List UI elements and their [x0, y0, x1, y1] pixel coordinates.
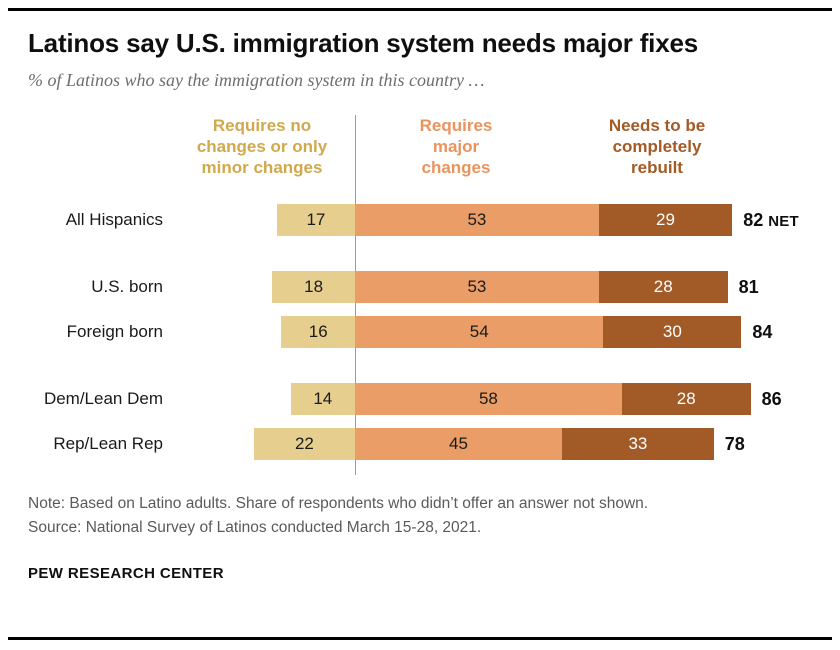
segment-value: 28	[676, 389, 696, 408]
row-label: U.S. born	[91, 277, 163, 296]
chart-subtitle: % of Latinos who say the immigration sys…	[28, 70, 485, 90]
row-label: Dem/Lean Dem	[43, 389, 163, 408]
segment-major-changes: 58	[355, 383, 622, 415]
page-content: Latinos say U.S. immigration system need…	[0, 28, 840, 582]
segment-value: 45	[449, 434, 468, 453]
left-segment-zone: 17	[163, 204, 355, 236]
bar-row: U.S. born 18 53 28 81	[28, 271, 812, 303]
legend-label-no-changes: Requires no changes or only minor change…	[196, 116, 328, 177]
segment-rebuilt: 29	[598, 204, 733, 236]
segment-no-changes: 18	[272, 271, 355, 303]
left-segment-zone: 22	[163, 428, 355, 460]
segment-value: 16	[308, 322, 328, 341]
top-rule	[8, 8, 832, 11]
bar-row: Foreign born 16 54 30 84	[28, 316, 812, 348]
left-segment-zone: 14	[163, 383, 355, 415]
legend-label-major-changes: Requires major changes	[419, 116, 493, 177]
segment-major-changes: 54	[355, 316, 604, 348]
stacked-bar-chart: Requires no changes or only minor change…	[28, 113, 812, 477]
segment-rebuilt: 28	[598, 271, 728, 303]
segment-value: 17	[306, 210, 326, 229]
segment-value: 28	[653, 277, 673, 296]
segment-value: 18	[304, 277, 324, 296]
segment-value: 14	[313, 389, 333, 408]
chart-title: Latinos say U.S. immigration system need…	[28, 28, 698, 58]
row-label: All Hispanics	[65, 210, 163, 229]
bottom-rule	[8, 637, 832, 640]
segment-value: 53	[467, 210, 487, 229]
segment-value: 58	[478, 389, 498, 408]
segment-no-changes: 14	[290, 383, 355, 415]
bar-row: All Hispanics 17 53 29 82 NET	[28, 204, 812, 236]
row-label: Foreign born	[66, 322, 163, 341]
segment-value: 54	[469, 322, 489, 341]
segment-no-changes: 22	[253, 428, 355, 460]
segment-value: 29	[656, 210, 675, 229]
segment-rebuilt: 33	[562, 428, 714, 460]
net-value: 86	[761, 388, 782, 409]
segment-major-changes: 53	[355, 204, 599, 236]
left-segment-zone: 16	[163, 316, 355, 348]
legend: Requires no changes or only minor change…	[28, 113, 812, 203]
bar-rows: All Hispanics 17 53 29 82 NET U.S. born 18 53 28 8…	[28, 204, 812, 460]
segment-rebuilt: 30	[603, 316, 742, 348]
left-segment-zone: 18	[163, 271, 355, 303]
net-suffix-label: NET	[768, 212, 799, 230]
net-value: 81	[738, 276, 759, 297]
source-text: Source: National Survey of Latinos condu…	[28, 519, 482, 536]
row-label: Rep/Lean Rep	[53, 434, 163, 453]
bar-row: Rep/Lean Rep 22 45 33 78	[28, 428, 812, 460]
legend-label-rebuilt: Needs to be completely rebuilt	[608, 116, 706, 177]
net-value: 84	[752, 321, 773, 342]
bar-row: Dem/Lean Dem 14 58 28 86	[28, 383, 812, 415]
segment-rebuilt: 28	[621, 383, 751, 415]
segment-no-changes: 16	[281, 316, 355, 348]
note-text: Note: Based on Latino adults. Share of r…	[28, 495, 649, 512]
segment-value: 22	[294, 434, 314, 453]
net-value: 82 NET	[743, 209, 799, 230]
segment-major-changes: 45	[355, 428, 562, 460]
brand-label: PEW RESEARCH CENTER	[28, 565, 224, 582]
segment-major-changes: 53	[355, 271, 599, 303]
segment-value: 33	[628, 434, 648, 453]
footnotes: Note: Based on Latino adults. Share of r…	[28, 492, 812, 540]
net-value: 78	[724, 433, 745, 454]
segment-value: 30	[662, 322, 682, 341]
segment-no-changes: 17	[276, 204, 355, 236]
segment-value: 53	[467, 277, 487, 296]
